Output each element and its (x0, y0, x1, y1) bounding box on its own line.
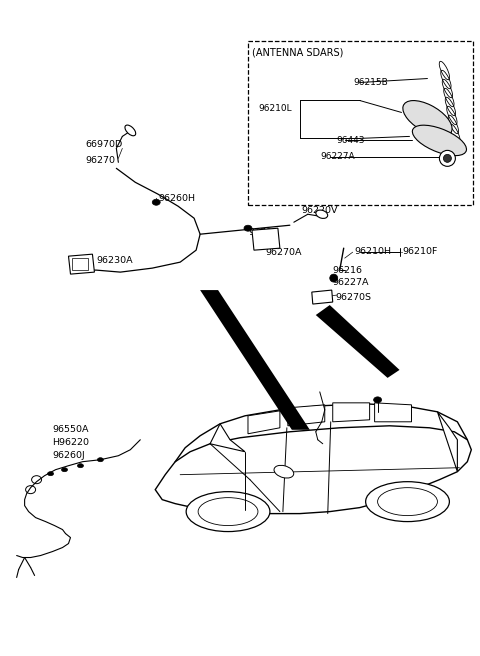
Ellipse shape (152, 199, 160, 205)
Text: 96443: 96443 (336, 136, 365, 145)
Text: 96220V: 96220V (302, 206, 338, 215)
Ellipse shape (48, 472, 54, 476)
Ellipse shape (244, 225, 252, 231)
Text: 96260J: 96260J (52, 451, 85, 461)
Ellipse shape (198, 498, 258, 525)
Ellipse shape (61, 468, 68, 472)
Text: 96215B: 96215B (354, 78, 388, 87)
Ellipse shape (97, 458, 103, 462)
Polygon shape (288, 405, 325, 426)
Ellipse shape (412, 125, 467, 155)
Text: 96230A: 96230A (96, 256, 133, 264)
Ellipse shape (378, 487, 437, 516)
FancyBboxPatch shape (248, 41, 473, 205)
Ellipse shape (125, 125, 136, 136)
Ellipse shape (444, 154, 451, 162)
Text: 91791: 91791 (248, 228, 278, 237)
Polygon shape (312, 290, 333, 304)
Ellipse shape (274, 465, 294, 478)
Polygon shape (69, 254, 95, 274)
Polygon shape (200, 290, 310, 430)
Ellipse shape (330, 274, 338, 282)
Text: 96260H: 96260H (158, 194, 195, 203)
Text: 96550A: 96550A (52, 425, 89, 434)
Text: 96227A: 96227A (321, 152, 355, 161)
Polygon shape (252, 228, 280, 250)
Text: 96270S: 96270S (336, 293, 372, 302)
Ellipse shape (186, 491, 270, 531)
Polygon shape (374, 403, 411, 422)
Text: 96210L: 96210L (258, 104, 291, 113)
Ellipse shape (366, 482, 449, 522)
Polygon shape (248, 411, 280, 434)
Ellipse shape (316, 210, 328, 218)
Polygon shape (333, 403, 370, 422)
Text: 96210F: 96210F (403, 247, 438, 256)
Text: 96227A: 96227A (333, 277, 369, 287)
Text: H96220: H96220 (52, 438, 90, 447)
Ellipse shape (373, 397, 382, 403)
Text: 96270: 96270 (85, 156, 116, 165)
Polygon shape (210, 424, 245, 452)
Text: 96270A: 96270A (265, 248, 301, 256)
Text: (ANTENNA SDARS): (ANTENNA SDARS) (252, 48, 343, 58)
Text: 96210H: 96210H (355, 247, 392, 256)
Text: 66970D: 66970D (85, 140, 123, 149)
Polygon shape (155, 426, 471, 514)
Polygon shape (437, 412, 457, 472)
Ellipse shape (77, 464, 84, 468)
Ellipse shape (403, 100, 452, 136)
Ellipse shape (439, 150, 456, 167)
Polygon shape (316, 305, 399, 378)
Text: 96216: 96216 (333, 266, 363, 275)
